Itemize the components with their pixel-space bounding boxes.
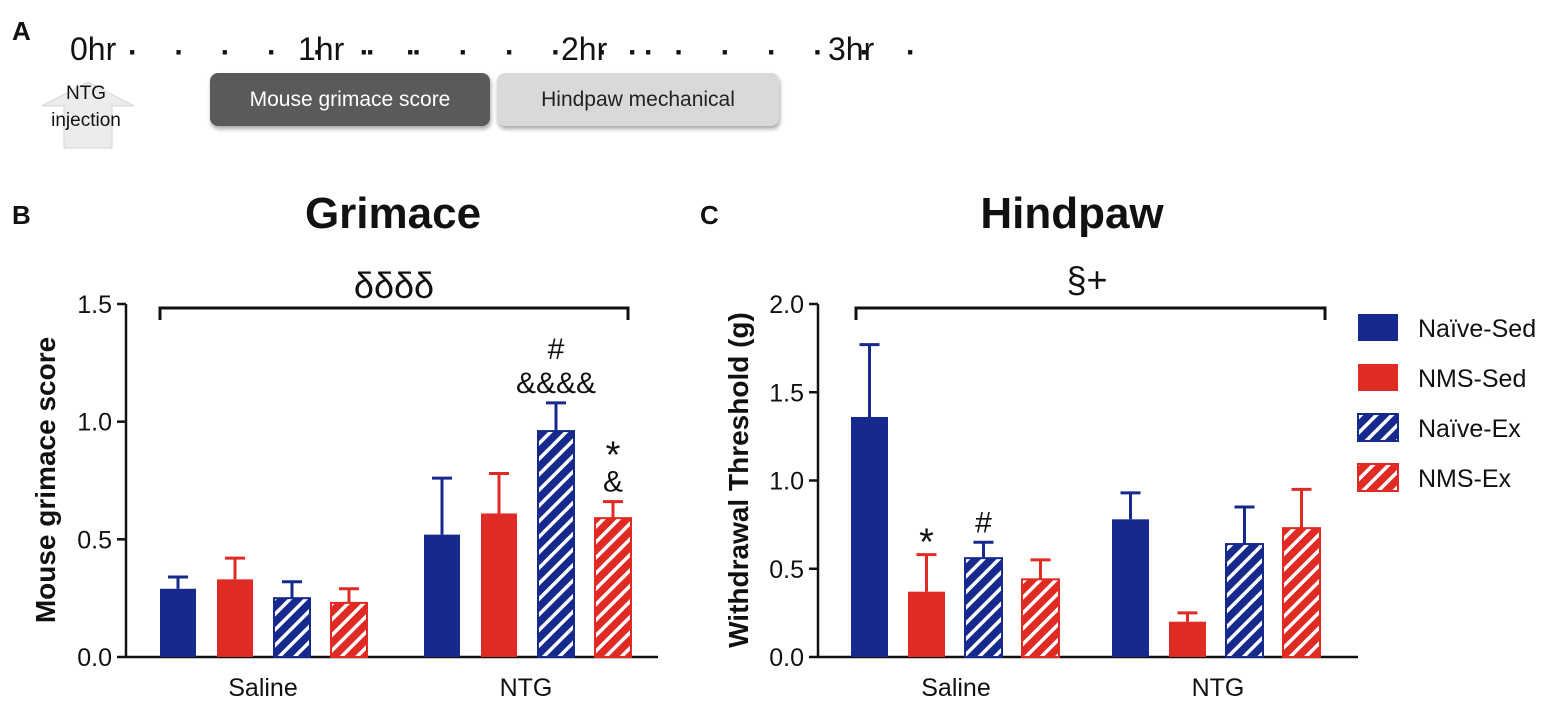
bar-na-ve-sed bbox=[424, 534, 460, 657]
bar-nms-sed bbox=[908, 591, 945, 657]
legend-swatch bbox=[1358, 314, 1398, 341]
chart-title: Grimace bbox=[305, 189, 481, 238]
significance-annotation: # bbox=[975, 506, 992, 539]
significance-bracket-label: §+ bbox=[1066, 259, 1107, 300]
bar-nms-ex bbox=[594, 517, 632, 658]
y-tick-label: 0.5 bbox=[769, 556, 804, 584]
panel-letter-a: A bbox=[12, 16, 31, 46]
x-category-label: Saline bbox=[228, 674, 298, 702]
significance-bracket-label: δδδδ bbox=[354, 265, 434, 306]
bar-na-ve-ex bbox=[273, 597, 311, 659]
significance-annotation: # bbox=[548, 333, 565, 366]
timeline-dots: · · · · · · · bbox=[628, 36, 930, 69]
bar-na-ve-sed bbox=[1112, 519, 1149, 657]
grimace-step-box: Mouse grimace score bbox=[210, 73, 490, 126]
bar-na-ve-ex bbox=[537, 430, 575, 658]
grimace-chart: Grimace Mouse grimace score 0.0 0.5 1.0 1.5 Sa… bbox=[30, 189, 658, 702]
y-axis-label: Mouse grimace score bbox=[30, 337, 61, 623]
bar-nms-sed bbox=[217, 579, 253, 657]
chart-title: Hindpaw bbox=[980, 189, 1164, 238]
significance-annotation: &&&& bbox=[516, 367, 596, 400]
x-category-label: NTG bbox=[500, 674, 553, 702]
legend-label: Naïve-Sed bbox=[1418, 315, 1536, 343]
panel-letter-b: B bbox=[12, 200, 31, 230]
y-tick-label: 1.0 bbox=[769, 468, 804, 496]
timeline-dots: · · · · · · · bbox=[366, 36, 668, 69]
panel-letter-c: C bbox=[700, 200, 719, 230]
legend-label: Naïve-Ex bbox=[1418, 415, 1521, 443]
bar-na-ve-ex bbox=[964, 557, 1003, 658]
bar-nms-ex bbox=[1021, 578, 1060, 659]
bar-nms-ex bbox=[330, 601, 368, 659]
y-tick-label: 0.0 bbox=[769, 644, 804, 672]
bar-nms-sed bbox=[481, 513, 517, 657]
timeline-dots: · · · · · · · bbox=[128, 36, 430, 69]
legend-label: NMS-Ex bbox=[1418, 465, 1512, 493]
hindpaw-chart: Hindpaw Withdrawal Threshold (g) 0.0 0.5 1.0… bbox=[723, 189, 1358, 702]
ntg-injection-label: NTG injection bbox=[30, 80, 142, 134]
y-tick-label: 1.5 bbox=[77, 291, 112, 319]
bar-nms-ex bbox=[1282, 527, 1321, 659]
legend-label: NMS-Sed bbox=[1418, 365, 1526, 393]
bar-na-ve-ex bbox=[1225, 543, 1264, 658]
bar-nms-sed bbox=[1169, 621, 1206, 657]
ntg-label: NTG bbox=[65, 83, 107, 104]
time-label-1hr: 1hr bbox=[298, 31, 345, 67]
up-arrow-icon bbox=[41, 81, 135, 149]
significance-bracket bbox=[854, 306, 1327, 320]
significance-annotation: * bbox=[606, 435, 621, 477]
significance-annotation: * bbox=[919, 522, 934, 564]
x-category-label: Saline bbox=[921, 674, 991, 702]
y-tick-label: 2.0 bbox=[769, 291, 804, 319]
x-category-label: NTG bbox=[1192, 674, 1245, 702]
bar-na-ve-sed bbox=[160, 588, 196, 657]
legend: Naïve-Sed NMS-Sed Naïve-Ex NMS-Ex bbox=[1357, 314, 1536, 493]
y-tick-label: 0.0 bbox=[77, 644, 112, 672]
time-label-0hr: 0hr bbox=[70, 31, 117, 67]
legend-swatch bbox=[1357, 413, 1399, 442]
legend-swatch bbox=[1358, 364, 1398, 391]
y-tick-label: 1.0 bbox=[77, 409, 112, 437]
legend-swatch bbox=[1357, 463, 1399, 492]
y-tick-label: 0.5 bbox=[77, 526, 112, 554]
time-label-2hr: 2hr bbox=[561, 31, 608, 67]
significance-bracket bbox=[158, 306, 630, 320]
y-axis-label: Withdrawal Threshold (g) bbox=[723, 312, 754, 648]
bar-na-ve-sed bbox=[851, 416, 888, 657]
injection-label: injection bbox=[51, 110, 121, 131]
y-tick-label: 1.5 bbox=[769, 379, 804, 407]
hindpaw-step-box: Hindpaw mechanical bbox=[497, 73, 779, 126]
time-label-3hr: 3hr bbox=[828, 31, 875, 67]
significance-annotation: & bbox=[603, 466, 623, 499]
